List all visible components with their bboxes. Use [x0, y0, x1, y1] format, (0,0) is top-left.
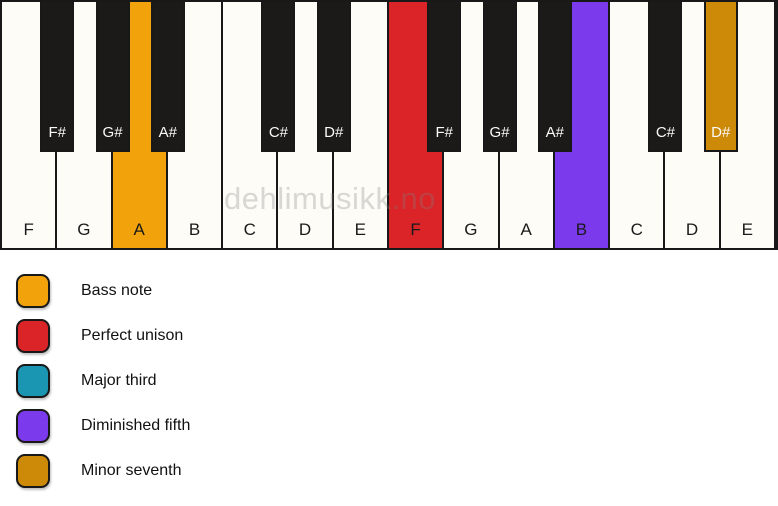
black-key-label: A# — [158, 124, 178, 141]
black-key-label: D# — [324, 124, 344, 141]
legend-item-seventh: Minor seventh — [16, 454, 778, 488]
white-key-label: A — [520, 220, 532, 239]
white-key-label: F — [23, 220, 34, 239]
black-key-label: C# — [268, 124, 289, 141]
legend-swatch-seventh — [16, 454, 50, 488]
black-key-gsharp-6: G# — [482, 2, 517, 152]
legend-label: Perfect unison — [81, 327, 184, 344]
black-key-dsharp-4: D# — [316, 2, 351, 152]
white-key-label: E — [741, 220, 753, 239]
legend-item-fifth: Diminished fifth — [16, 409, 778, 443]
legend-swatch-unison — [16, 319, 50, 353]
legend-label: Major third — [81, 372, 157, 389]
white-key-label: G — [77, 220, 91, 239]
white-key-label: C — [243, 220, 256, 239]
legend-label: Bass note — [81, 282, 153, 299]
black-key-asharp-2: A# — [150, 2, 185, 152]
legend-item-bass: Bass note — [16, 274, 778, 308]
legend-swatch-bass — [16, 274, 50, 308]
black-key-label: G# — [489, 124, 510, 141]
black-key-label: D# — [711, 124, 731, 141]
chord-tone-legend: Bass note Perfect unison Major third Dimini… — [16, 274, 778, 488]
legend-item-unison: Perfect unison — [16, 319, 778, 353]
black-key-dsharp-9: D# — [703, 2, 738, 152]
white-key-label: B — [188, 220, 201, 239]
legend-swatch-third — [16, 364, 50, 398]
white-key-label: E — [354, 220, 366, 239]
black-key-label: A# — [545, 124, 565, 141]
white-key-label: F — [410, 220, 421, 239]
black-key-label: C# — [655, 124, 676, 141]
legend-label: Diminished fifth — [81, 417, 191, 434]
black-key-csharp-3: C# — [261, 2, 296, 152]
black-key-gsharp-1: G# — [95, 2, 130, 152]
black-key-csharp-8: C# — [648, 2, 683, 152]
legend-item-third: Major third — [16, 364, 778, 398]
black-key-fsharp-5: F# — [427, 2, 462, 152]
white-key-label: D — [685, 220, 699, 239]
black-key-asharp-7: A# — [537, 2, 572, 152]
white-key-label: G — [464, 220, 478, 239]
black-key-label: F# — [48, 124, 67, 141]
white-key-label: D — [298, 220, 312, 239]
white-key-label: A — [133, 220, 145, 239]
legend-label: Minor seventh — [81, 462, 182, 479]
legend-swatch-fifth — [16, 409, 50, 443]
black-key-label: F# — [435, 124, 454, 141]
black-key-label: G# — [102, 124, 123, 141]
white-key-label: B — [575, 220, 588, 239]
black-key-fsharp-0: F# — [40, 2, 75, 152]
white-key-label: C — [630, 220, 643, 239]
